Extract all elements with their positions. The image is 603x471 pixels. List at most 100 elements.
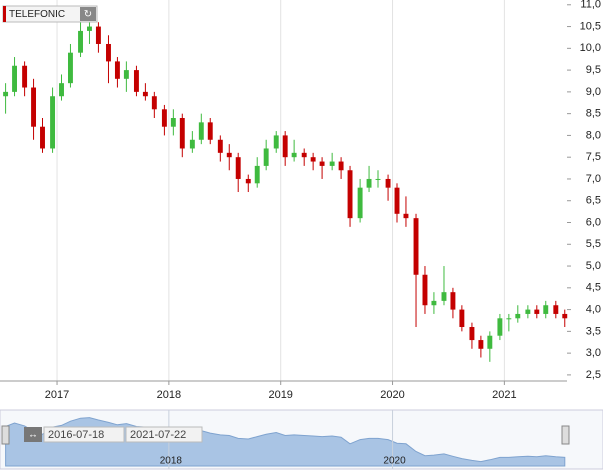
navigator-tick-label: 2018 xyxy=(160,456,183,467)
candle-body xyxy=(553,305,559,314)
candle-body xyxy=(245,178,251,184)
y-tick-label: 3,5 xyxy=(586,325,601,337)
y-tick-label: 5,5 xyxy=(586,238,601,250)
candle-body xyxy=(291,152,297,158)
candle-body xyxy=(106,43,111,62)
candle-body xyxy=(31,87,37,127)
candle-body xyxy=(431,300,437,306)
y-tick-label: 5,0 xyxy=(586,260,601,272)
navigator-handle[interactable] xyxy=(1,425,10,445)
y-tick-label: 10,5 xyxy=(580,20,601,32)
range-button[interactable] xyxy=(24,427,42,442)
candle-body xyxy=(347,170,353,219)
range-icon: ↔ xyxy=(28,430,38,441)
date-from-box[interactable] xyxy=(43,426,125,443)
candle-body xyxy=(562,313,568,319)
candle-body xyxy=(87,26,92,31)
candle-body xyxy=(338,161,344,171)
candle-body xyxy=(114,61,120,79)
candle-body xyxy=(273,135,279,149)
navigator: 2018 2020 ↔ 2016-07-18 2021-07-22 xyxy=(0,409,603,470)
candle-body xyxy=(478,340,484,349)
candle-body xyxy=(301,152,307,158)
candle-body xyxy=(543,305,549,314)
x-tick-label: 2017 xyxy=(45,389,69,401)
date-from: 2016-07-18 xyxy=(48,429,104,441)
candle-body xyxy=(329,161,335,166)
candle-body xyxy=(422,274,428,306)
candle-body xyxy=(95,26,101,44)
y-tick-label: 8,0 xyxy=(586,129,601,141)
candle-body xyxy=(534,309,540,314)
candle-body xyxy=(413,218,419,275)
candle-body xyxy=(22,65,28,88)
candle-body xyxy=(207,122,213,140)
y-tick-label: 8,5 xyxy=(586,108,601,120)
candle-body xyxy=(161,109,167,127)
y-tick-label: 3,0 xyxy=(586,347,601,359)
symbol-marker xyxy=(3,6,6,22)
candle-body xyxy=(133,70,139,92)
candle-body xyxy=(3,91,9,97)
y-tick-label: 6,0 xyxy=(586,216,601,228)
candle-body xyxy=(226,152,232,158)
candle-body xyxy=(459,309,465,328)
candle-body xyxy=(123,70,129,79)
y-tick-label: 7,5 xyxy=(586,151,601,163)
candle-body xyxy=(515,313,521,319)
candle-body xyxy=(217,139,223,153)
date-to-box[interactable] xyxy=(125,426,203,443)
candle-body xyxy=(179,118,185,149)
y-tick-label: 9,0 xyxy=(586,86,601,98)
candle-body xyxy=(375,178,381,180)
candle-body xyxy=(67,52,73,84)
candle-body xyxy=(506,318,512,320)
candle-body xyxy=(366,178,372,188)
candle-body xyxy=(403,213,409,219)
candle-body xyxy=(469,327,475,341)
candle-body xyxy=(170,118,176,127)
candle-body xyxy=(59,83,64,97)
x-tick-label: 2021 xyxy=(492,389,516,401)
x-tick-label: 2018 xyxy=(157,389,181,401)
y-tick-label: 9,5 xyxy=(586,64,601,76)
candle-body xyxy=(441,292,447,301)
candle-body xyxy=(310,157,316,162)
candle-body xyxy=(78,30,83,53)
y-tick-label: 11,0 xyxy=(580,0,601,11)
navigator-tick-label: 2020 xyxy=(383,456,406,467)
candles xyxy=(3,17,568,362)
y-tick-label: 4,5 xyxy=(586,282,601,294)
candle-body xyxy=(254,165,260,184)
candle-body xyxy=(394,187,400,214)
navigator-handle[interactable] xyxy=(561,425,570,445)
candle-body xyxy=(235,157,241,179)
grid xyxy=(56,0,505,381)
y-tick-label: 6,5 xyxy=(586,195,601,207)
candle-body xyxy=(385,178,391,188)
x-tick-label: 2020 xyxy=(380,389,404,401)
candle-body xyxy=(282,135,288,158)
candle-body xyxy=(487,335,493,349)
candle-body xyxy=(198,122,204,140)
candle-body xyxy=(319,161,325,166)
symbol-title: TELEFONIC xyxy=(9,9,65,20)
candle-body xyxy=(142,91,148,97)
candle-body xyxy=(450,292,456,310)
refresh-button[interactable] xyxy=(80,7,96,21)
date-to: 2021-07-22 xyxy=(130,429,186,441)
candle-body xyxy=(189,139,195,149)
candle-body xyxy=(525,309,531,314)
x-tick-label: 2019 xyxy=(268,389,292,401)
candle-body xyxy=(50,96,56,149)
candle-body xyxy=(263,148,269,166)
y-tick-label: 4,0 xyxy=(586,303,601,315)
candle-body xyxy=(12,65,17,92)
y-tick-label: 2,5 xyxy=(586,369,601,381)
symbol-box: TELEFONIC ↻ xyxy=(2,5,98,23)
y-tick-label: 10,0 xyxy=(580,42,601,54)
y-tick-label: 7,0 xyxy=(586,173,601,185)
refresh-icon: ↻ xyxy=(84,9,92,20)
